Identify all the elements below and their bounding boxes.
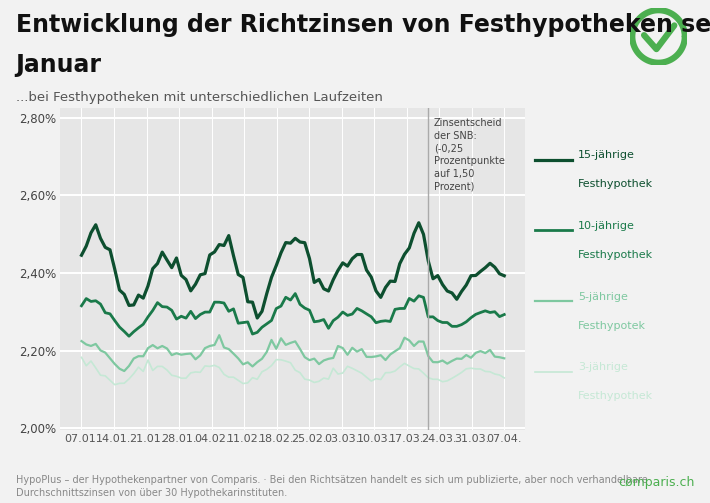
- Text: 3-jährige: 3-jährige: [578, 363, 628, 372]
- Text: Entwicklung der Richtzinsen von Festhypotheken seit: Entwicklung der Richtzinsen von Festhypo…: [16, 13, 710, 37]
- Text: Festhypothek: Festhypothek: [578, 391, 653, 401]
- Text: ...bei Festhypotheken mit unterschiedlichen Laufzeiten: ...bei Festhypotheken mit unterschiedlic…: [16, 91, 383, 104]
- Text: 15-jährige: 15-jährige: [578, 150, 635, 160]
- Text: Januar: Januar: [16, 53, 102, 77]
- Text: 5-jährige: 5-jährige: [578, 292, 628, 302]
- Text: cømparis.ch: cømparis.ch: [618, 476, 694, 489]
- Text: HypoPlus – der Hypothekenpartner von Comparis. · Bei den Richtsätzen handelt es : HypoPlus – der Hypothekenpartner von Com…: [16, 475, 648, 498]
- Text: Festhypothek: Festhypothek: [578, 250, 653, 260]
- Text: Festhypotek: Festhypotek: [578, 320, 646, 330]
- Text: Zinsentscheid
der SNB:
(-0,25
Prozentpunkte
auf 1,50
Prozent): Zinsentscheid der SNB: (-0,25 Prozentpun…: [434, 118, 505, 192]
- Text: 10-jährige: 10-jährige: [578, 221, 635, 231]
- Text: Festhypothek: Festhypothek: [578, 179, 653, 189]
